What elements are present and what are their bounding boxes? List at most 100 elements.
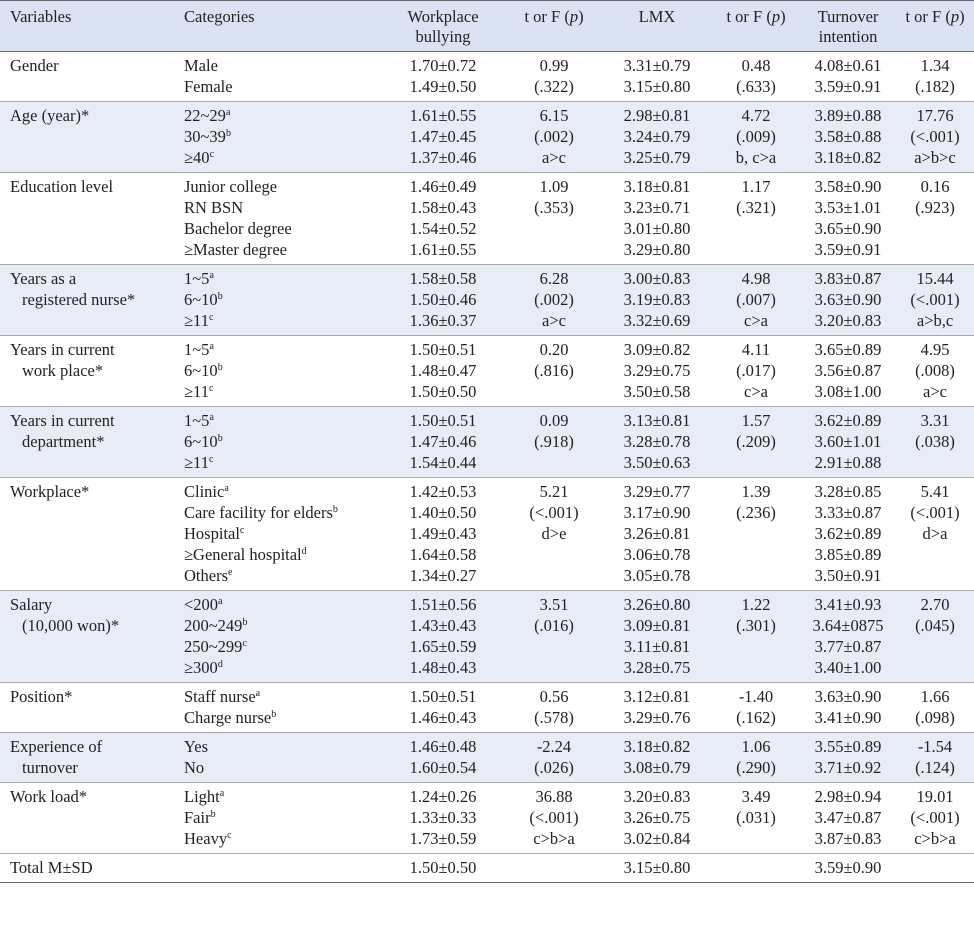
table-row: Position* Staff nursea Charge nurseb 1.50±0… bbox=[0, 683, 974, 733]
cell-line: (.124) bbox=[915, 758, 955, 777]
category-item: 22~29a bbox=[184, 105, 376, 126]
cell-line: 1.64±0.58 bbox=[409, 545, 477, 564]
cell-line: 3.56±0.87 bbox=[814, 361, 882, 380]
variable-cell: Position* bbox=[0, 683, 174, 733]
cell-line: 3.02±0.84 bbox=[623, 829, 691, 848]
cell-line: 3.58±0.90 bbox=[814, 177, 882, 196]
cell-line: 1.48±0.47 bbox=[409, 361, 477, 380]
category-label: Bachelor degree bbox=[184, 219, 292, 238]
cell-line: 3.19±0.83 bbox=[623, 290, 691, 309]
cell-line: 3.18±0.82 bbox=[814, 148, 882, 167]
cell-line: 3.50±0.58 bbox=[623, 382, 691, 401]
turnover-cell: 3.41±0.93 3.64±0875 3.77±0.87 3.40±1.00 bbox=[800, 591, 896, 683]
category-item: 1~5a bbox=[184, 339, 376, 360]
category-cell: Male Female bbox=[174, 52, 380, 102]
cell-line: (<.001) bbox=[529, 808, 579, 827]
cell-line: 3.25±0.79 bbox=[623, 148, 691, 167]
cell-line: 1.06 bbox=[741, 737, 771, 756]
cell-line: 3.29±0.77 bbox=[623, 482, 691, 501]
cell-line: (.098) bbox=[915, 708, 955, 727]
bullying-cell: 1.50±0.51 1.46±0.43 bbox=[380, 683, 506, 733]
category-item: Lighta bbox=[184, 786, 376, 807]
cell-line: 3.83±0.87 bbox=[814, 269, 882, 288]
cell-line: 4.95 bbox=[920, 340, 950, 359]
category-item: RN BSN bbox=[184, 197, 376, 218]
category-superscript: a bbox=[224, 483, 229, 494]
bullying-test-cell: 0.20 (.816) bbox=[506, 336, 602, 407]
cell-line: 3.65±0.89 bbox=[814, 340, 882, 359]
cell-line: 1.36±0.37 bbox=[409, 311, 477, 330]
cell-line: 3.50±0.91 bbox=[814, 566, 882, 585]
total-label: Total M±SD bbox=[0, 854, 174, 883]
variable-cell: Education level bbox=[0, 173, 174, 265]
header-row: Variables Categories Workplace bullying t… bbox=[0, 0, 974, 52]
cell-line: 3.05±0.78 bbox=[623, 566, 691, 585]
category-superscript: a bbox=[218, 596, 223, 607]
cell-line: 2.98±0.94 bbox=[814, 787, 882, 806]
cell-line: 3.40±1.00 bbox=[814, 658, 882, 677]
total-empty bbox=[896, 854, 974, 883]
lmx-test-cell: 1.22 (.301) bbox=[712, 591, 800, 683]
category-item: 6~10b bbox=[184, 431, 376, 452]
cell-line: 1.22 bbox=[741, 595, 771, 614]
cell-line: 1.33±0.33 bbox=[409, 808, 477, 827]
category-item: Fairb bbox=[184, 807, 376, 828]
cell-line: 3.59±0.90 bbox=[814, 858, 882, 877]
category-label: 22~29 bbox=[184, 106, 226, 125]
cell-line: 3.08±1.00 bbox=[814, 382, 882, 401]
cell-line: 4.11 bbox=[741, 340, 771, 359]
cell-line: 1.39 bbox=[741, 482, 771, 501]
bullying-cell: 1.46±0.49 1.58±0.43 1.54±0.52 1.61±0.55 bbox=[380, 173, 506, 265]
category-label: 1~5 bbox=[184, 269, 210, 288]
variable-cell: Years in current department* bbox=[0, 407, 174, 478]
turnover-cell: 3.83±0.87 3.63±0.90 3.20±0.83 bbox=[800, 265, 896, 336]
cell-line: (.038) bbox=[915, 432, 955, 451]
cell-line: 3.62±0.89 bbox=[814, 411, 882, 430]
cell-line: 3.50±0.63 bbox=[623, 453, 691, 472]
cell-line: 3.12±0.81 bbox=[623, 687, 691, 706]
category-superscript: c bbox=[242, 638, 247, 649]
table-row: Workplace* Clinica Care facility for elder… bbox=[0, 478, 974, 591]
turnover-cell: 3.62±0.89 3.60±1.01 2.91±0.88 bbox=[800, 407, 896, 478]
cell-line: Work load* bbox=[10, 787, 88, 806]
category-cell: 1~5a 6~10b ≥11c bbox=[174, 265, 380, 336]
category-superscript: b bbox=[225, 128, 231, 139]
cell-line: 1.37±0.46 bbox=[409, 148, 477, 167]
cell-line: 1.46±0.49 bbox=[409, 177, 477, 196]
variable-cell: Work load* bbox=[0, 783, 174, 854]
cell-line: 2.98±0.81 bbox=[623, 106, 691, 125]
cell-line: 2.91±0.88 bbox=[814, 453, 882, 472]
cell-line: Years in current bbox=[10, 340, 115, 359]
lmx-test-cell: 4.11 (.017) c>a bbox=[712, 336, 800, 407]
cell-line: 1.47±0.46 bbox=[409, 432, 477, 451]
cell-line: Total M±SD bbox=[10, 858, 93, 877]
cell-line: 3.71±0.92 bbox=[814, 758, 882, 777]
cell-line: 3.23±0.71 bbox=[623, 198, 691, 217]
cell-line: 4.98 bbox=[741, 269, 771, 288]
turnover-test-cell: 4.95 (.008) a>c bbox=[896, 336, 974, 407]
cell-line: (.002) bbox=[534, 127, 574, 146]
category-label: ≥11 bbox=[184, 453, 209, 472]
table-row: Years in current work place* 1~5a 6~10b ≥11c… bbox=[0, 336, 974, 407]
turnover-cell: 3.89±0.88 3.58±0.88 3.18±0.82 bbox=[800, 102, 896, 173]
cell-line: 3.32±0.69 bbox=[623, 311, 691, 330]
cell-line: 3.28±0.78 bbox=[623, 432, 691, 451]
category-label: 6~10 bbox=[184, 432, 218, 451]
category-label: Hospital bbox=[184, 524, 240, 543]
cell-line: 1.73±0.59 bbox=[409, 829, 477, 848]
cell-line: (.182) bbox=[915, 77, 955, 96]
lmx-cell: 3.18±0.81 3.23±0.71 3.01±0.80 3.29±0.80 bbox=[602, 173, 712, 265]
bullying-test-cell: 0.99 (.322) bbox=[506, 52, 602, 102]
bullying-cell: 1.42±0.53 1.40±0.50 1.49±0.43 1.64±0.58 1.34… bbox=[380, 478, 506, 591]
turnover-test-cell: 17.76 (<.001) a>b>c bbox=[896, 102, 974, 173]
category-item: ≥300d bbox=[184, 657, 376, 678]
cell-line: Education level bbox=[10, 177, 114, 196]
category-superscript: b bbox=[217, 433, 223, 444]
cell-line: a>b>c bbox=[914, 148, 956, 167]
cell-line: 3.62±0.89 bbox=[814, 524, 882, 543]
category-cell: Junior college RN BSN Bachelor degree ≥Mast… bbox=[174, 173, 380, 265]
cell-line: (.301) bbox=[736, 616, 776, 635]
header-lmx: LMX bbox=[602, 0, 712, 52]
cell-line: 3.53±1.01 bbox=[814, 198, 882, 217]
turnover-test-cell: 1.34 (.182) bbox=[896, 52, 974, 102]
